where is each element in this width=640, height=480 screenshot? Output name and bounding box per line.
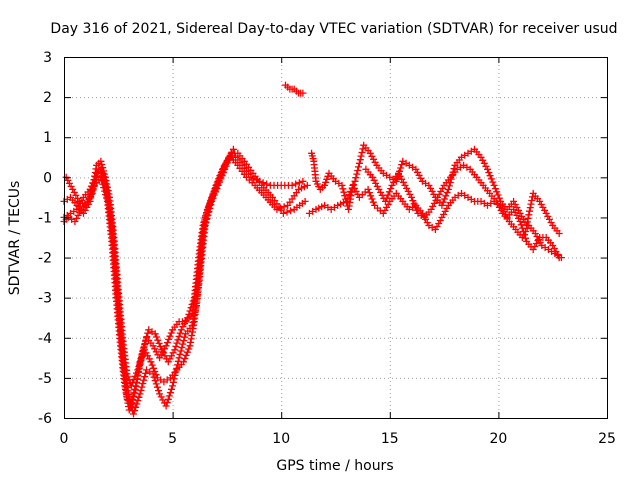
x-axis-label: GPS time / hours (276, 458, 393, 474)
y-tick-label: -2 (38, 251, 52, 267)
data-points (62, 149, 309, 418)
axis-ticks (64, 57, 608, 419)
data-points (362, 161, 565, 262)
y-tick-label: -4 (38, 331, 52, 347)
x-tick-label: 15 (381, 431, 399, 447)
y-tick-label: 2 (43, 90, 52, 106)
data-points (60, 153, 311, 410)
series-track-7 (305, 141, 563, 237)
series-track-6 (308, 149, 563, 262)
data-points (305, 141, 563, 237)
series-track-5 (282, 81, 307, 97)
data-series (60, 81, 565, 418)
data-points (282, 81, 307, 97)
chart-title: Day 316 of 2021, Sidereal Day-to-day VTE… (50, 21, 617, 37)
x-tick-label: 0 (60, 431, 69, 447)
x-tick-label: 10 (272, 431, 290, 447)
plot-frame (64, 57, 608, 419)
data-points (308, 149, 563, 262)
y-tick-label: 0 (43, 170, 52, 186)
series-track-3 (62, 149, 309, 418)
y-tick-label: 3 (43, 50, 52, 66)
series-track-1 (60, 153, 311, 410)
y-axis-label: SDTVAR / TECUs (7, 181, 23, 296)
y-tick-label: -6 (38, 411, 52, 427)
y-tick-label: -3 (38, 291, 52, 307)
x-tick-label: 25 (598, 431, 616, 447)
y-tick-label: -5 (38, 371, 52, 387)
x-tick-label: 20 (489, 431, 507, 447)
y-tick-label: 1 (43, 130, 52, 146)
x-tick-labels: 0 5 10 15 20 25 (60, 431, 616, 447)
y-tick-label: -1 (38, 210, 52, 226)
y-tick-labels: -6 -5 -4 -3 -2 -1 0 1 2 3 (38, 50, 52, 427)
x-tick-label: 5 (168, 431, 177, 447)
series-track-8 (362, 161, 565, 262)
